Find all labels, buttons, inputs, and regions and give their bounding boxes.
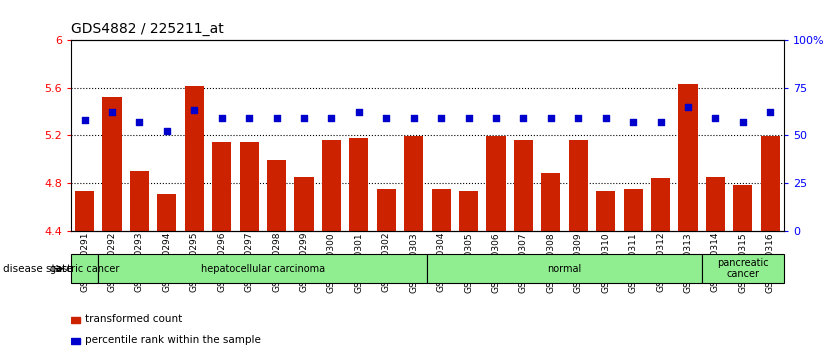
Point	[324, 115, 338, 121]
Bar	[431, 189, 450, 231]
Point	[215, 115, 229, 121]
Point	[78, 117, 91, 123]
Bar	[459, 191, 478, 231]
Bar	[103, 97, 122, 231]
Text: gastric cancer: gastric cancer	[50, 264, 119, 274]
Bar	[184, 86, 203, 231]
Point	[133, 119, 146, 125]
Bar	[71, 254, 98, 283]
Point	[681, 104, 695, 110]
Bar	[349, 138, 369, 231]
Point	[462, 115, 475, 121]
Bar	[569, 140, 588, 231]
Bar	[596, 191, 615, 231]
Bar	[239, 142, 259, 231]
Bar	[624, 189, 643, 231]
Point	[517, 115, 530, 121]
Point	[764, 110, 777, 115]
Point	[298, 115, 311, 121]
Bar	[678, 84, 697, 231]
Bar	[322, 140, 341, 231]
Point	[270, 115, 284, 121]
Bar	[701, 254, 784, 283]
Bar	[130, 171, 149, 231]
Point	[105, 110, 118, 115]
Point	[599, 115, 612, 121]
Text: disease state: disease state	[3, 264, 72, 274]
Point	[160, 129, 173, 134]
Bar	[427, 254, 701, 283]
Point	[490, 115, 503, 121]
Point	[407, 115, 420, 121]
Bar	[706, 177, 725, 231]
Text: percentile rank within the sample: percentile rank within the sample	[85, 335, 261, 345]
Bar	[761, 136, 780, 231]
Bar	[541, 174, 560, 231]
Bar	[267, 160, 286, 231]
Text: transformed count: transformed count	[85, 314, 183, 324]
Text: hepatocellular carcinoma: hepatocellular carcinoma	[201, 264, 325, 274]
Point	[379, 115, 393, 121]
Bar	[71, 317, 80, 323]
Bar	[651, 178, 671, 231]
Point	[736, 119, 750, 125]
Bar	[75, 191, 94, 231]
Bar	[733, 185, 752, 231]
Text: pancreatic
cancer: pancreatic cancer	[717, 258, 769, 280]
Point	[243, 115, 256, 121]
Point	[654, 119, 667, 125]
Point	[544, 115, 557, 121]
Point	[352, 110, 365, 115]
Bar	[404, 136, 424, 231]
Bar	[377, 189, 396, 231]
Point	[188, 107, 201, 113]
Bar	[71, 338, 80, 344]
Point	[709, 115, 722, 121]
Bar	[514, 140, 533, 231]
Bar	[294, 177, 314, 231]
Text: normal: normal	[547, 264, 581, 274]
Point	[435, 115, 448, 121]
Point	[626, 119, 640, 125]
Bar	[98, 254, 427, 283]
Bar	[158, 193, 177, 231]
Bar	[212, 142, 231, 231]
Point	[571, 115, 585, 121]
Text: GDS4882 / 225211_at: GDS4882 / 225211_at	[71, 22, 224, 36]
Bar	[486, 136, 505, 231]
